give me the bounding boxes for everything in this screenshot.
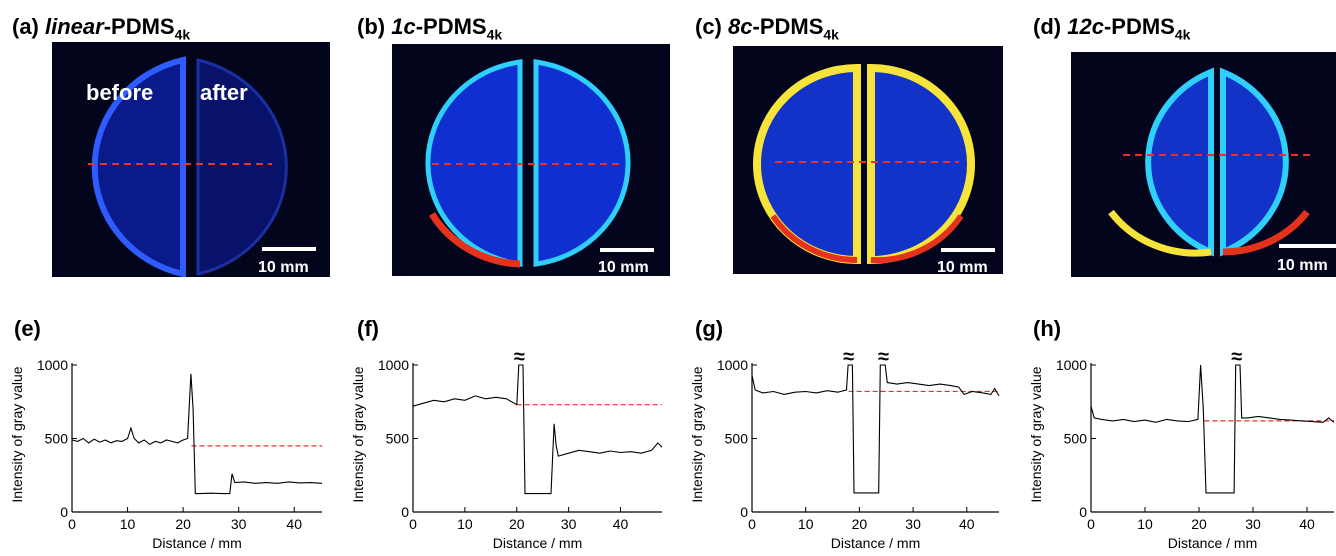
chart-panel-label: (g)	[695, 316, 723, 341]
x-tick-label: 10	[798, 516, 814, 532]
disc-right-half	[1220, 67, 1289, 257]
y-tick-label: 0	[60, 504, 68, 520]
x-tick-label: 30	[561, 516, 577, 532]
x-tick-label: 10	[457, 516, 473, 532]
scale-bar-label: 10 mm	[258, 259, 309, 276]
chart-panel-label: (h)	[1033, 316, 1061, 341]
x-tick-label: 0	[748, 516, 756, 532]
x-tick-label: 30	[905, 516, 921, 532]
x-axis-label: Distance / mm	[152, 535, 241, 551]
disc-rim-hot	[770, 214, 858, 263]
y-axis-label: Intensity of gray value	[9, 366, 25, 502]
x-tick-label: 0	[409, 516, 417, 532]
x-tick-label: 40	[1299, 516, 1315, 532]
panel-title-b: (b) 1c-PDMS4k	[357, 14, 503, 43]
disc-rim-hot-right	[870, 214, 964, 264]
y-tick-label: 500	[386, 431, 410, 447]
disc-rim-hot	[1108, 209, 1212, 257]
scale-bar	[600, 248, 654, 252]
x-tick-label: 0	[1087, 516, 1095, 532]
panel-title-c: (c) 8c-PDMS4k	[695, 14, 839, 43]
x-tick-label: 20	[175, 516, 191, 532]
chart-panel-label: (e)	[14, 316, 41, 341]
disc-rim-hot-right	[1222, 209, 1310, 256]
x-axis-label: Distance / mm	[1168, 535, 1257, 551]
photo-c: 10 mm	[733, 46, 1003, 274]
y-tick-label: 500	[725, 431, 749, 447]
x-axis-label: Distance / mm	[493, 535, 582, 551]
scale-bar-label: 10 mm	[598, 259, 649, 276]
axis-break-mark: ≈	[843, 346, 854, 368]
disc-left-half	[91, 56, 186, 277]
photo-d: 10 mm	[1071, 52, 1336, 277]
y-tick-label: 500	[1064, 431, 1088, 447]
x-tick-label: 0	[68, 516, 76, 532]
photo-b: 10 mm	[392, 44, 670, 276]
scale-bar-label: 10 mm	[1277, 257, 1328, 274]
x-tick-label: 10	[1137, 516, 1153, 532]
x-tick-label: 30	[1245, 516, 1261, 532]
panel-title-d: (d) 12c-PDMS4k	[1033, 14, 1191, 43]
x-tick-label: 20	[852, 516, 868, 532]
y-axis-label: Intensity of gray value	[1028, 366, 1044, 502]
panel-title-a: (a) linear-PDMS4k	[12, 14, 191, 43]
x-tick-label: 10	[120, 516, 136, 532]
series-line	[1090, 364, 1335, 494]
x-tick-label: 30	[231, 516, 247, 532]
axis-break-mark: ≈	[1231, 346, 1242, 368]
x-tick-label: 40	[959, 516, 975, 532]
x-axis-label: Distance / mm	[831, 535, 920, 551]
scale-bar	[1279, 244, 1336, 248]
disc-right-half	[196, 58, 288, 276]
y-tick-label: 1000	[378, 357, 409, 373]
y-tick-label: 1000	[37, 357, 68, 373]
series-line	[71, 373, 323, 495]
y-tick-label: 0	[1079, 504, 1087, 520]
y-tick-label: 0	[401, 504, 409, 520]
y-axis-label: Intensity of gray value	[689, 366, 705, 502]
series-line	[751, 364, 1000, 494]
scale-bar	[262, 247, 316, 251]
axis-break-mark: ≈	[878, 346, 889, 368]
y-tick-label: 1000	[1056, 357, 1087, 373]
x-tick-label: 40	[286, 516, 302, 532]
x-tick-label: 20	[1191, 516, 1207, 532]
x-tick-label: 40	[613, 516, 629, 532]
x-tick-label: 20	[509, 516, 525, 532]
after-label: after	[200, 80, 248, 105]
scale-bar	[941, 248, 995, 252]
series-line	[412, 364, 663, 495]
photo-a: before after 10 mm	[52, 42, 330, 277]
chart-panel-label: (f)	[357, 316, 379, 341]
y-tick-label: 1000	[717, 357, 748, 373]
scale-bar-label: 10 mm	[937, 259, 988, 274]
before-label: before	[86, 80, 153, 105]
disc-rim-hot	[429, 212, 521, 268]
disc-left-half	[1145, 67, 1214, 257]
y-axis-label: Intensity of gray value	[350, 366, 366, 502]
axis-break-mark: ≈	[514, 346, 525, 368]
y-tick-label: 0	[740, 504, 748, 520]
y-tick-label: 500	[45, 431, 69, 447]
